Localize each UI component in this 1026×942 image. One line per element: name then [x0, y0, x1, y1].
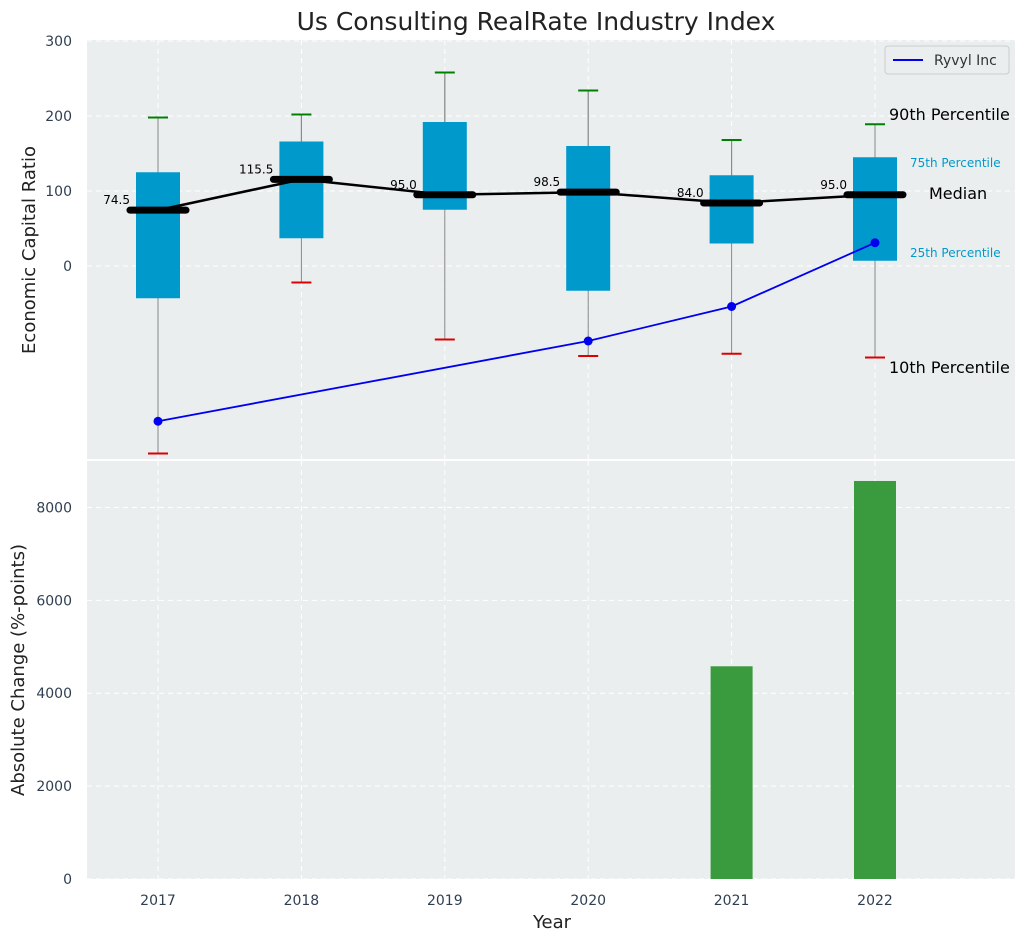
company-point-2021	[727, 302, 737, 311]
p75-annotation: 75th Percentile	[910, 156, 1001, 170]
median-label: 74.5	[103, 193, 130, 207]
box-panel-y-label: Economic Capital Ratio	[19, 146, 40, 354]
x-axis-label: Year	[532, 912, 572, 933]
percentile-annotations: 90th Percentile 75th Percentile Median 2…	[889, 105, 1010, 377]
x-tick-label: 2022	[857, 893, 893, 909]
chart-title: Us Consulting RealRate Industry Index	[297, 7, 776, 36]
boxes: 74.5 115.5 95.0 98.5 84.0 95.0	[103, 71, 907, 455]
y-tick-label: 200	[45, 109, 72, 125]
y-tick-label: 2000	[36, 779, 72, 795]
x-tick-label: 2017	[140, 893, 176, 909]
iqr-box	[279, 141, 324, 239]
y-tick-label: 8000	[36, 500, 72, 516]
legend-label: Ryvyl Inc	[934, 53, 997, 69]
bars	[710, 480, 896, 879]
median-trend	[157, 178, 876, 212]
x-axis-ticks: 2017 2018 2019 2020 2021 2022	[140, 893, 893, 909]
y-tick-label: 0	[63, 259, 72, 275]
legend[interactable]: Ryvyl Inc	[884, 45, 1010, 75]
x-tick-label: 2018	[284, 893, 320, 909]
p25-annotation: 25th Percentile	[910, 246, 1001, 260]
company-point-2017	[153, 416, 163, 426]
company-point-2022	[870, 238, 880, 248]
bar-panel-grid	[87, 461, 1015, 880]
median-annotation: Median	[929, 184, 987, 203]
legend-box	[884, 45, 1010, 75]
iqr-box	[709, 175, 754, 244]
median-label: 95.0	[390, 178, 417, 192]
bar-2022	[854, 480, 896, 879]
bar-2021	[710, 666, 753, 879]
bar-panel-y-label: Absolute Change (%-points)	[8, 544, 29, 796]
y-tick-label: 300	[45, 34, 72, 50]
y-tick-label: 100	[45, 184, 72, 200]
x-tick-label: 2021	[714, 893, 750, 909]
iqr-box	[136, 172, 180, 299]
median-label: 95.0	[820, 178, 847, 192]
y-tick-label: 6000	[36, 593, 72, 609]
y-tick-label: 4000	[36, 686, 72, 702]
box-2020: 98.5	[533, 89, 620, 357]
company-point-2020	[583, 336, 593, 346]
median-label: 98.5	[533, 175, 560, 189]
iqr-box	[566, 146, 611, 291]
y-tick-label: 0	[63, 872, 72, 888]
bar-panel-y-ticks: 0 2000 4000 6000 8000	[36, 500, 72, 888]
p10-annotation: 10th Percentile	[889, 358, 1010, 377]
median-trend-line	[157, 178, 876, 212]
box-2017: 74.5	[103, 116, 190, 455]
company-line	[157, 241, 876, 423]
median-label: 115.5	[239, 162, 273, 176]
x-tick-label: 2020	[570, 893, 606, 909]
p90-annotation: 90th Percentile	[889, 105, 1010, 124]
x-tick-label: 2019	[427, 893, 463, 909]
company-series	[153, 238, 880, 426]
box-panel: 0 100 200 300 74.5 115.5 95.0 98.5 84.0 95.0 90t…	[19, 34, 1015, 459]
median-label: 84.0	[677, 186, 704, 200]
box-panel-y-ticks: 0 100 200 300	[45, 34, 72, 275]
